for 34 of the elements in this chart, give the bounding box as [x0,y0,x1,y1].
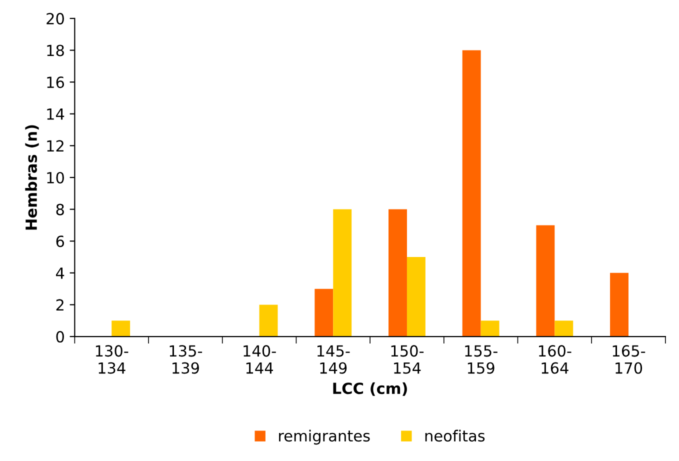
y-axis-title: Hembras (n) [25,125,39,230]
bar [388,209,407,337]
y-tick-label: 6 [56,236,64,248]
legend-label: remigrantes [279,430,370,445]
bar [314,288,334,337]
y-tick-label: 16 [47,76,64,88]
x-tick-label: 155- 159 [465,345,498,374]
x-tick-label: 140- 144 [244,345,276,374]
bar [610,272,628,337]
bar [259,304,278,337]
y-tick-label: 0 [56,330,64,343]
y-tick-label: 10 [47,172,64,184]
legend-label: neofitas [425,430,485,442]
y-tick-label: 20 [46,12,64,24]
x-tick-label: 160- 164 [539,345,572,374]
x-tick-label: 145- 149 [317,345,350,374]
bar [333,209,352,337]
x-axis-title: LCC (cm) [333,382,407,396]
y-tick-label: 4 [56,268,64,279]
x-tick-label: 150- 154 [391,345,424,374]
y-tick-label: 14 [47,108,64,120]
y-tick-label: 8 [56,204,64,216]
y-tick-label: 12 [47,140,64,152]
y-tick-label: 2 [56,299,64,311]
bar [406,257,426,337]
bar [480,320,500,337]
x-tick-label: 135- 139 [170,345,202,374]
x-tick-label: 130- 134 [96,345,128,374]
y-tick-label: 18 [47,44,64,56]
bar [462,50,481,337]
bar [536,225,555,337]
bar [554,320,574,337]
bar [112,320,130,337]
x-tick-label: 165- 170 [612,345,646,374]
